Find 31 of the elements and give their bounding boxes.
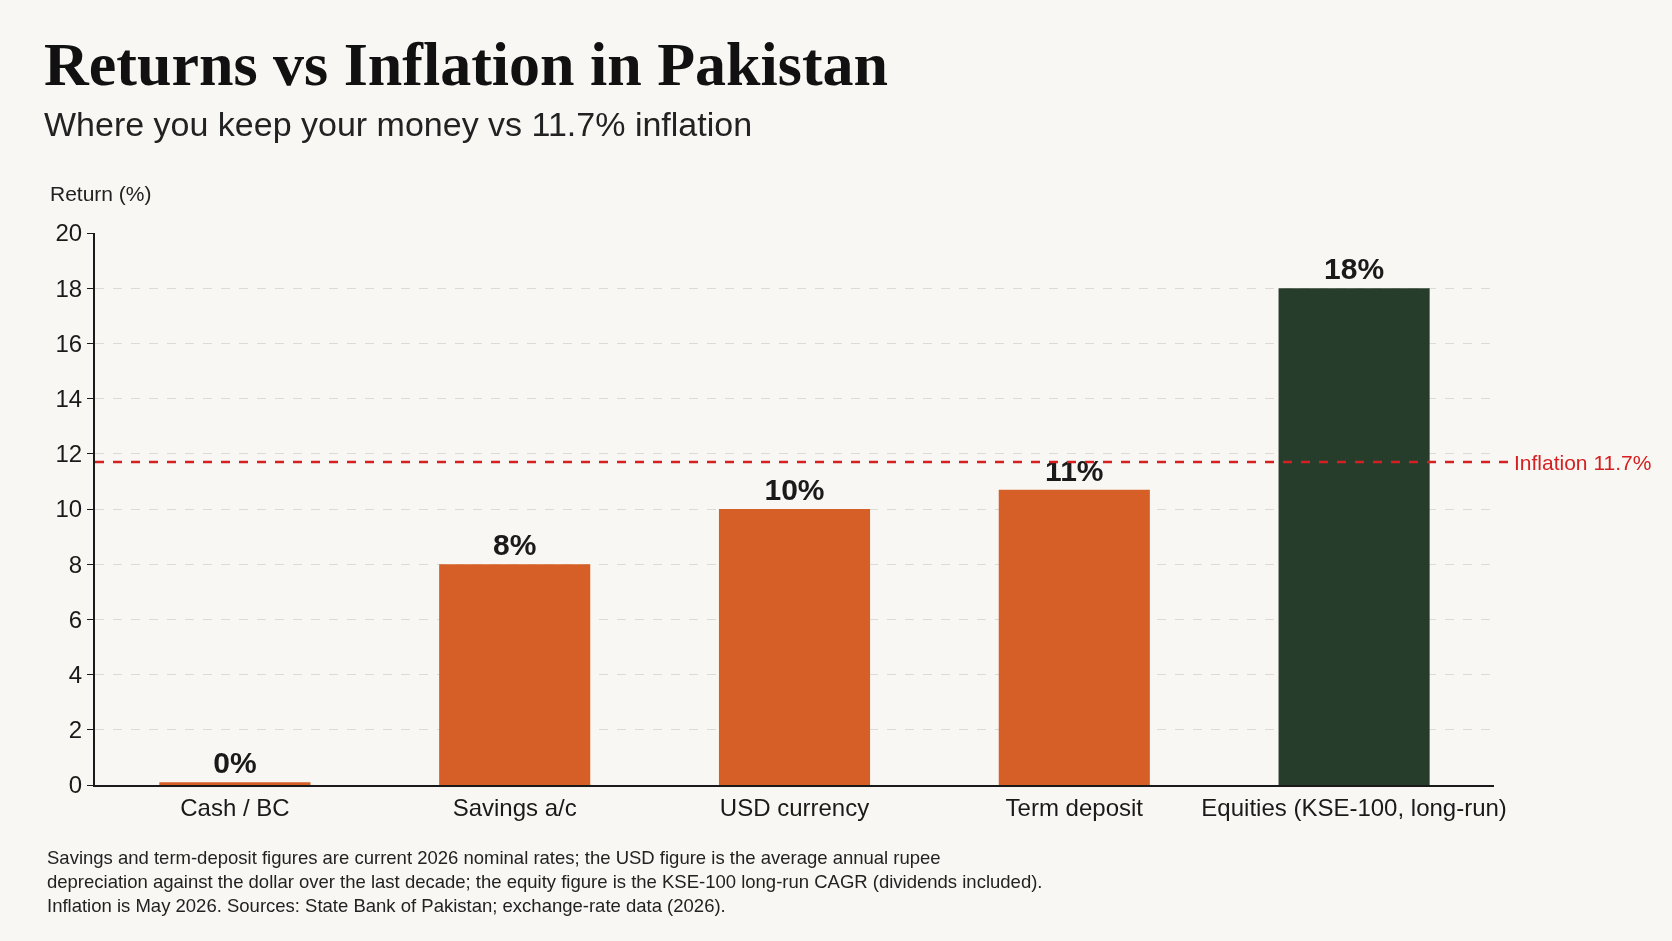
y-tick-label: 2 (68, 716, 83, 744)
data-label: 18% (1324, 252, 1385, 286)
x-tick-label: USD currency (719, 793, 870, 821)
x-tick-label: Term deposit (1005, 793, 1144, 821)
ref-line-label: Inflation 11.7% (1514, 451, 1652, 474)
bar (439, 564, 591, 785)
y-tick-label: 16 (55, 329, 83, 357)
data-label: 0% (213, 746, 257, 780)
y-tick-label: 0 (68, 771, 83, 799)
bar (1278, 288, 1430, 785)
chart-subtitle: Where you keep your money vs 11.7% inflation (44, 105, 753, 143)
y-tick-label: 4 (68, 661, 83, 688)
y-tick-label: 18 (55, 274, 83, 302)
y-tick-label: 12 (55, 440, 83, 468)
y-axis-title: Return (%) (50, 182, 152, 205)
chart-title: Returns vs Inflation in Pakistan (44, 30, 889, 98)
bar (159, 782, 311, 785)
data-label: 8% (493, 528, 537, 562)
data-label: 10% (764, 473, 825, 506)
x-tick-label: Savings a/c (452, 793, 577, 821)
bar (998, 489, 1150, 785)
y-tick-label: 10 (55, 495, 83, 523)
y-tick-label: 8 (68, 550, 83, 578)
x-tick-label: Equities (KSE-100, long-run) (1201, 793, 1507, 821)
data-label: 11% (1045, 453, 1104, 487)
bar (718, 509, 871, 785)
y-tick-label: 20 (55, 219, 83, 247)
y-tick-label: 14 (55, 385, 83, 412)
text: Savings and term-deposit figures are current 2026 nominal rates; the USD figure is the average annual rupee depreciation against the dollar over the last decade; the equity figure is the KSE-100 long-run CAGR (dividends included). Inflation is May 2026. Sources: State Bank of Pakistan; exchange-rate data (2026). (47, 847, 1043, 917)
x-tick-label: Cash / BC (180, 793, 290, 821)
y-tick-label: 6 (68, 605, 83, 633)
